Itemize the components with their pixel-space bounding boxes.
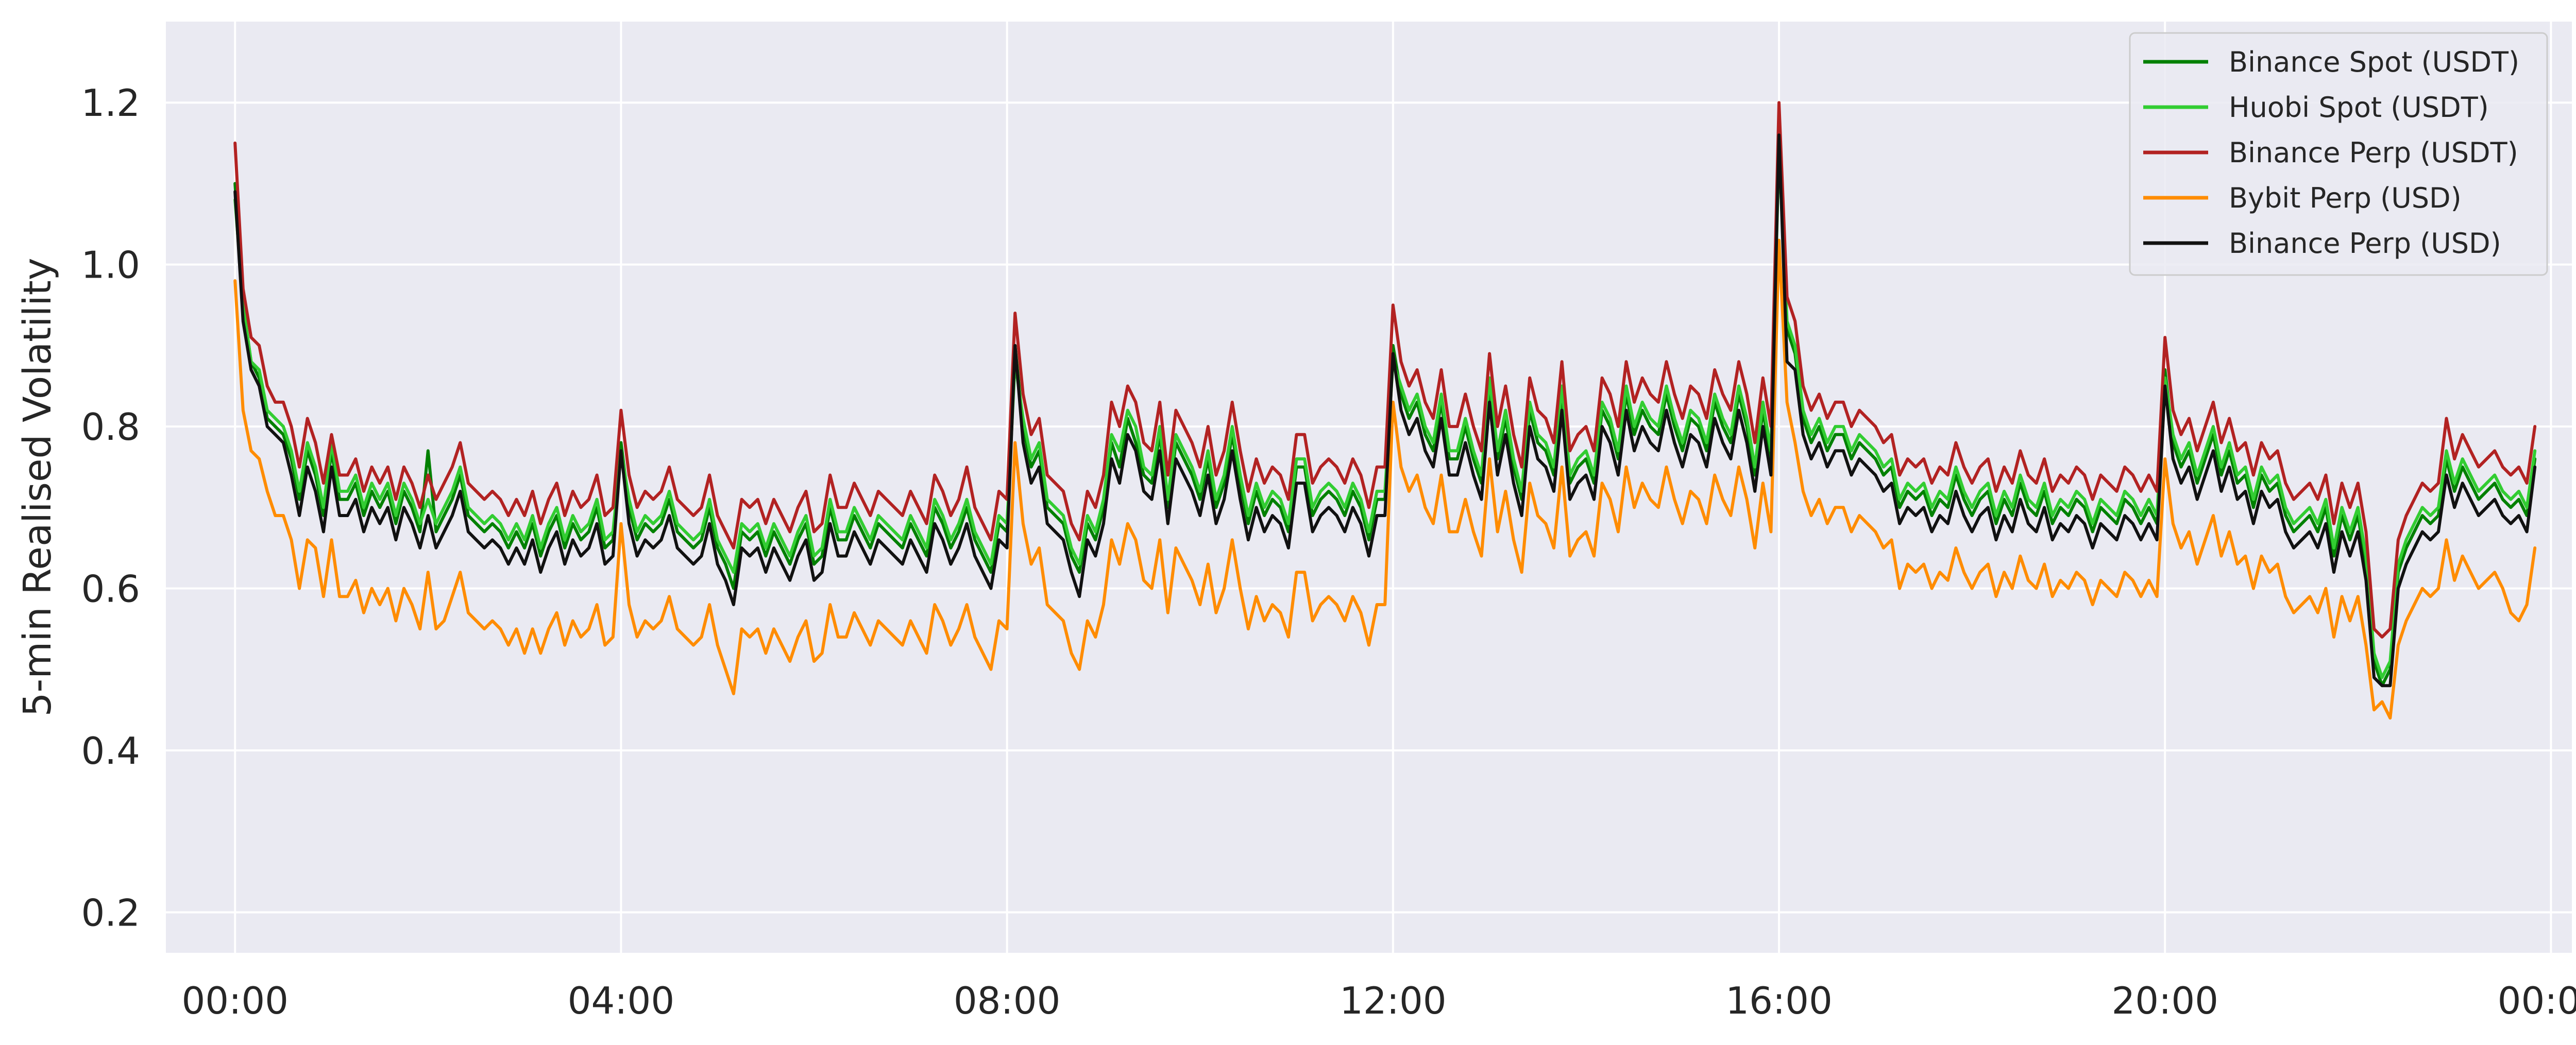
y-axis-label: 5-min Realised Volatility <box>15 258 60 716</box>
series-lines <box>233 101 2537 720</box>
x-tick-label: 04:00 <box>568 979 675 1022</box>
series-line-bybit-perp-usd <box>233 238 2537 720</box>
x-tick-label: 00:00 <box>181 979 289 1022</box>
legend-label: Binance Perp (USD) <box>2229 227 2501 260</box>
x-tick-label: 16:00 <box>1725 979 1833 1022</box>
legend-box <box>2129 32 2548 276</box>
legend-label: Huobi Spot (USDT) <box>2229 91 2489 124</box>
x-tick-label: 00:00 <box>2498 979 2576 1022</box>
x-tick-label: 08:00 <box>954 979 1061 1022</box>
y-tick-label: 1.2 <box>81 81 140 125</box>
y-axis-ticks: 0.2 0.4 0.6 0.8 1.0 1.2 <box>81 81 140 934</box>
y-tick-label: 0.2 <box>81 891 140 934</box>
legend-label: Binance Spot (USDT) <box>2229 46 2519 78</box>
y-tick-label: 0.6 <box>81 568 140 611</box>
x-tick-label: 12:00 <box>1340 979 1447 1022</box>
series-line-binance-perp-usd <box>233 133 2537 688</box>
y-tick-label: 0.8 <box>81 405 140 449</box>
x-axis-ticks: 00:00 04:00 08:00 12:00 16:00 20:00 00:00 <box>181 979 2576 1022</box>
legend-label: Bybit Perp (USD) <box>2229 182 2462 214</box>
y-tick-label: 1.0 <box>81 244 140 287</box>
y-tick-label: 0.4 <box>81 729 140 773</box>
x-tick-label: 20:00 <box>2111 979 2218 1022</box>
legend: Binance Spot (USDT) Huobi Spot (USDT) Bina… <box>2129 32 2548 276</box>
series-line-binance-perp-usdt <box>233 101 2537 639</box>
legend-label: Binance Perp (USDT) <box>2229 136 2518 169</box>
